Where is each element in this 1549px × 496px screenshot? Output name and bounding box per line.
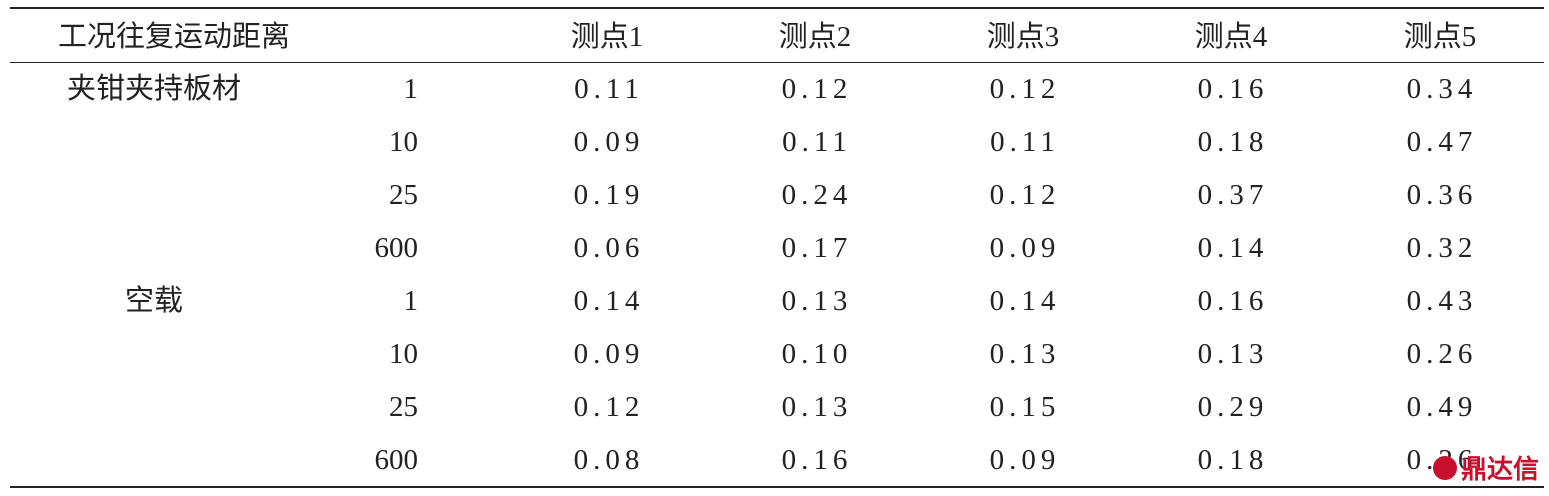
- distance-cell: 1: [403, 73, 419, 105]
- value-cell: 0.09: [573, 338, 645, 370]
- value-cell: 0.09: [989, 232, 1061, 264]
- value-cell: 0.49: [1406, 391, 1478, 423]
- value-cell: 0.17: [781, 232, 853, 264]
- value-cell: 0.47: [1406, 126, 1478, 158]
- value-cell: 0.13: [781, 391, 853, 423]
- value-cell: 0.11: [990, 126, 1060, 158]
- value-cell: 0.24: [781, 179, 853, 211]
- distance-cell: 1: [403, 285, 419, 317]
- value-cell: 0.34: [1406, 73, 1478, 105]
- value-cell: 0.16: [781, 444, 853, 476]
- value-cell: 0.11: [574, 73, 644, 105]
- value-cell: 0.15: [989, 391, 1061, 423]
- distance-cell: 600: [374, 232, 419, 264]
- distance-cell: 600: [374, 444, 419, 476]
- value-cell: 0.14: [1197, 232, 1269, 264]
- value-cell: 0.37: [1197, 179, 1269, 211]
- distance-cell: 10: [389, 338, 418, 370]
- value-cell: 0.08: [573, 444, 645, 476]
- value-cell: 0.12: [781, 73, 853, 105]
- value-cell: 0.09: [989, 444, 1061, 476]
- value-cell: 0.06: [573, 232, 645, 264]
- value-cell: 0.14: [989, 285, 1061, 317]
- header-cell: 测点5: [1403, 21, 1477, 53]
- value-cell: 0.36: [1406, 179, 1478, 211]
- value-cell: 0.11: [782, 126, 852, 158]
- value-cell: 0.29: [1197, 391, 1269, 423]
- distance-cell: 10: [389, 126, 418, 158]
- watermark-icon: [1432, 455, 1457, 480]
- value-cell: 0.10: [781, 338, 853, 370]
- value-cell: 0.26: [1406, 338, 1478, 370]
- header-cell: 测点3: [986, 21, 1060, 53]
- header-cell: 测点2: [778, 21, 852, 53]
- value-cell: 0.16: [1197, 285, 1269, 317]
- watermark-text: 鼎达信: [1460, 455, 1539, 485]
- header-cell: 工况往复运动距离: [58, 21, 291, 53]
- header-cell: 测点1: [570, 21, 644, 53]
- value-cell: 0.12: [989, 73, 1061, 105]
- header-cell: 测点4: [1194, 21, 1268, 53]
- value-cell: 0.18: [1197, 444, 1269, 476]
- top-rule: [10, 7, 1544, 9]
- value-cell: 0.09: [573, 126, 645, 158]
- value-cell: 0.18: [1197, 126, 1269, 158]
- value-cell: 0.19: [573, 179, 645, 211]
- group-label: 夹钳夹持板材: [66, 73, 241, 105]
- header-rule: [10, 62, 1544, 63]
- value-cell: 0.16: [1197, 73, 1269, 105]
- value-cell: 0.12: [573, 391, 645, 423]
- distance-cell: 25: [389, 179, 418, 211]
- value-cell: 0.43: [1406, 285, 1478, 317]
- distance-cell: 25: [389, 391, 418, 423]
- group-label: 空载: [124, 285, 183, 317]
- value-cell: 0.13: [989, 338, 1061, 370]
- value-cell: 0.32: [1406, 232, 1478, 264]
- value-cell: 0.14: [573, 285, 645, 317]
- value-cell: 0.13: [1197, 338, 1269, 370]
- value-cell: 0.13: [781, 285, 853, 317]
- watermark: 鼎达信: [1432, 449, 1539, 486]
- value-cell: 0.12: [989, 179, 1061, 211]
- bottom-rule: [10, 486, 1544, 488]
